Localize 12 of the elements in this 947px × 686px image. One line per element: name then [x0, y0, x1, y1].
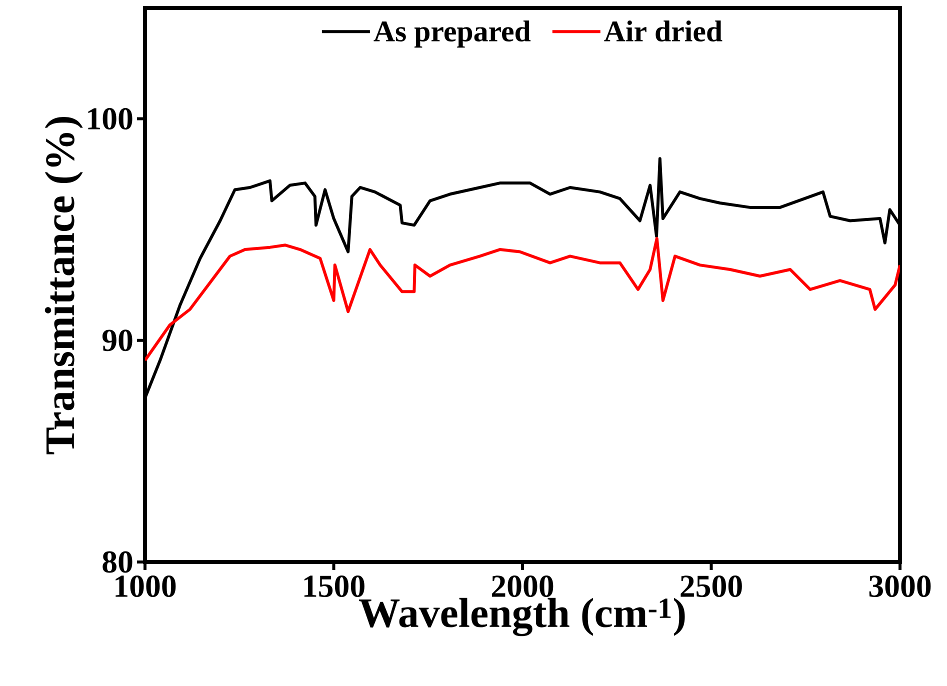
legend-label: Air dried [604, 20, 722, 42]
x-tick-label: 3000 [869, 576, 931, 598]
y-tick-label: 100 [88, 108, 132, 130]
x-axis-title: Wavelength (cm$^{-1}$) [359, 598, 685, 636]
x-tick-label: 2000 [492, 576, 554, 598]
y-axis-title: Transmittance (%) [44, 117, 83, 454]
x-tick-label: 2500 [680, 576, 742, 598]
y-tick-label: 90 [102, 330, 132, 352]
x-tick-label: 1000 [116, 576, 176, 598]
x-tick-label: 1500 [304, 576, 364, 598]
legend-label: As prepared [374, 20, 531, 48]
y-tick-label: 80 [102, 551, 132, 573]
